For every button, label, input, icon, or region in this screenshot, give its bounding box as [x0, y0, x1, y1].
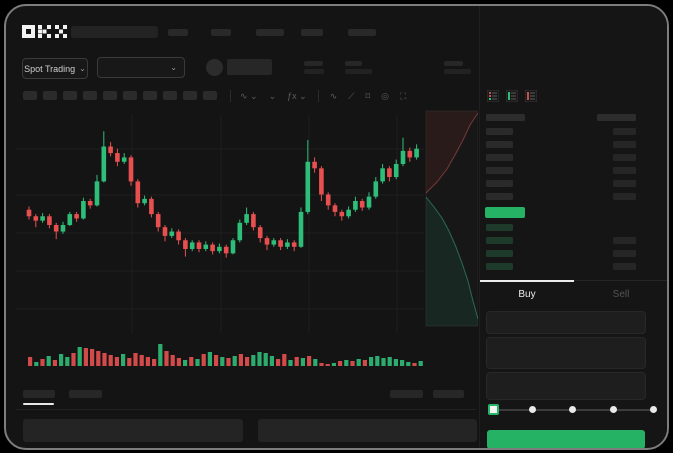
okx-logo[interactable] — [22, 25, 68, 40]
timeframe-button-placeholder[interactable] — [123, 91, 137, 100]
timeframe-button-placeholder[interactable] — [63, 91, 77, 100]
search-input[interactable] — [71, 26, 158, 38]
bid-row-price-bar — [486, 263, 513, 270]
bid-row-amount-bar — [613, 237, 636, 244]
buy-submit-button[interactable] — [487, 430, 645, 448]
slider-handle[interactable] — [488, 404, 499, 415]
stat-value-placeholder — [345, 69, 372, 74]
candlestick-chart-canvas[interactable] — [16, 109, 478, 371]
timeframe-button-placeholder[interactable] — [183, 91, 197, 100]
bottom-panel[interactable] — [258, 419, 477, 442]
nav-item-placeholder[interactable] — [301, 29, 323, 36]
orderbook-header-price — [486, 114, 525, 121]
bottom-action-placeholder[interactable] — [433, 390, 464, 398]
timeframe-button-placeholder[interactable] — [203, 91, 217, 100]
depth-overlay — [425, 110, 478, 327]
stat-label-placeholder — [444, 61, 463, 66]
trade-tabs: Buy Sell — [480, 280, 667, 307]
ask-row-amount-bar — [613, 141, 636, 148]
bid-row-price-bar — [486, 250, 513, 257]
timeframe-button-placeholder[interactable] — [23, 91, 37, 100]
tab-sell-label: Sell — [612, 288, 630, 300]
timeframe-buttons — [23, 91, 223, 100]
bid-row-price-bar — [486, 237, 513, 244]
ask-row-amount-bar — [613, 193, 636, 200]
chevron-down-icon: ⌄ — [79, 63, 86, 73]
bottom-tab[interactable] — [69, 390, 102, 398]
ask-row-price-bar — [486, 154, 513, 161]
draw-tool-icon[interactable]: ⟋ — [348, 90, 355, 101]
last-price-badge — [485, 207, 525, 218]
trendline-tool-icon[interactable]: ∿ — [329, 90, 338, 101]
slider-stop[interactable] — [528, 406, 536, 413]
bottom-panel[interactable] — [23, 419, 243, 442]
order-panel: Buy Sell — [479, 6, 667, 448]
ask-row-price-bar — [486, 193, 513, 200]
chart-type-icon[interactable]: ∿ ⌄ — [240, 90, 258, 101]
pair-selector[interactable]: ⌄ — [97, 57, 185, 78]
bottom-action-placeholder[interactable] — [390, 390, 423, 398]
indicators-icon[interactable]: ƒx ⌄ — [287, 90, 307, 101]
stat-label-placeholder — [345, 61, 362, 66]
timeframe-button-placeholder[interactable] — [163, 91, 177, 100]
order-amount-field[interactable] — [486, 337, 646, 369]
coin-icon — [206, 59, 223, 76]
stat-label-placeholder — [304, 61, 323, 66]
bid-row-amount-bar — [613, 263, 636, 270]
order-price-field[interactable] — [486, 311, 646, 334]
tab-buy[interactable]: Buy — [480, 280, 574, 307]
ask-row-price-bar — [486, 141, 513, 148]
interval-chevron-icon[interactable]: ⌄ — [268, 90, 277, 101]
tab-buy-label: Buy — [518, 289, 536, 300]
divider — [317, 90, 319, 102]
tab-sell[interactable]: Sell — [574, 281, 667, 307]
orderbook-view-bids-icon[interactable] — [506, 90, 518, 102]
ask-row-amount-bar — [613, 180, 636, 187]
nav-item-placeholder[interactable] — [211, 29, 231, 36]
bottom-tab-underline — [23, 403, 54, 405]
timeframe-button-placeholder[interactable] — [143, 91, 157, 100]
toolbar-divider — [230, 90, 231, 102]
timeframe-button-placeholder[interactable] — [43, 91, 57, 100]
nav-item-placeholder[interactable] — [168, 29, 188, 36]
stat-value-placeholder — [304, 69, 324, 74]
orderbook-view-combined-icon[interactable] — [487, 90, 499, 102]
slider-stop[interactable] — [569, 406, 576, 413]
market-type-label: Spot Trading — [24, 63, 76, 74]
ask-row-amount-bar — [613, 154, 636, 161]
chevron-down-icon: ⌄ — [170, 62, 177, 72]
fullscreen-icon[interactable]: ⛶ — [400, 90, 407, 101]
price-placeholder — [227, 59, 272, 75]
timeframe-button-placeholder[interactable] — [103, 91, 117, 100]
stat-value-placeholder — [444, 69, 471, 74]
ask-row-amount-bar — [613, 167, 636, 174]
nav-item-placeholder[interactable] — [348, 29, 376, 36]
ask-row-price-bar — [486, 180, 513, 187]
orderbook-header-amount — [597, 114, 636, 121]
orderbook-view-asks-icon[interactable] — [525, 90, 537, 102]
nav-item-placeholder[interactable] — [256, 29, 284, 36]
device-frame: Spot Trading ⌄ ⌄ ∿ ⌄ ⌄ ƒx ⌄ ∿ ⟋ ⌑ ◎ ⛶ — [4, 4, 669, 450]
slider-stop[interactable] — [650, 406, 657, 413]
order-total-field[interactable] — [486, 372, 646, 400]
bid-row-amount-bar — [613, 250, 636, 257]
timeframe-button-placeholder[interactable] — [83, 91, 97, 100]
settings-icon[interactable]: ◎ — [381, 90, 390, 101]
snapshot-icon[interactable]: ⌑ — [365, 90, 371, 101]
bottom-tab-active[interactable] — [23, 390, 55, 398]
bid-row-price-bar — [486, 224, 513, 231]
divider — [16, 409, 476, 410]
chart-toolbar-icons: ∿ ⌄ ⌄ ƒx ⌄ ∿ ⟋ ⌑ ◎ ⛶ — [240, 90, 406, 102]
ask-row-amount-bar — [613, 128, 636, 135]
market-type-selector[interactable]: Spot Trading ⌄ — [22, 58, 88, 79]
ask-row-price-bar — [486, 167, 513, 174]
ask-row-price-bar — [486, 128, 513, 135]
slider-stop[interactable] — [609, 406, 617, 413]
